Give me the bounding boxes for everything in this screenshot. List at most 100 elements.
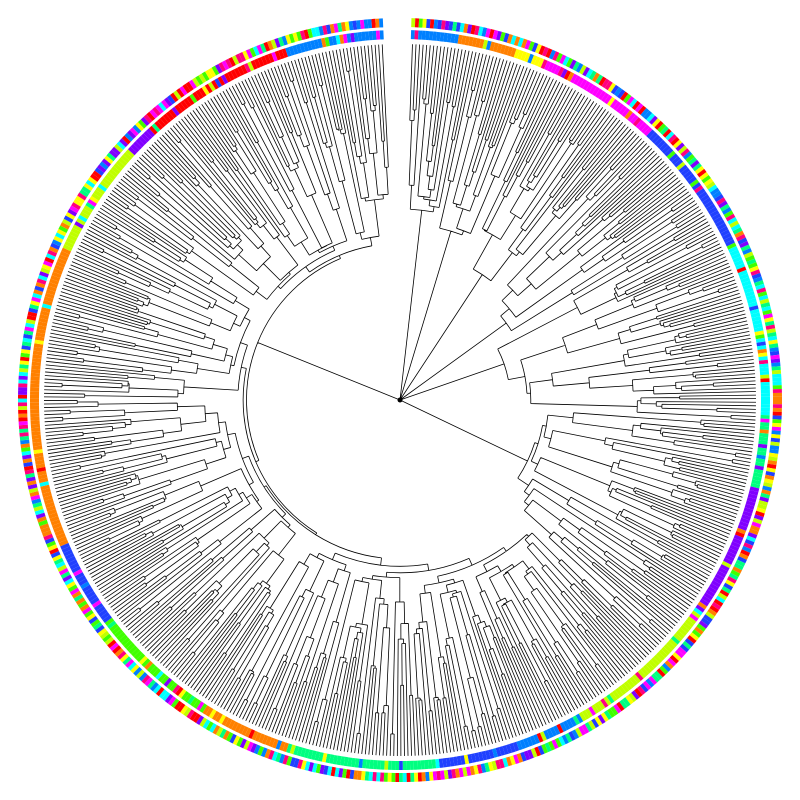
- outer-ring-cell: [56, 228, 67, 237]
- inner-ring-cell: [595, 88, 603, 99]
- inner-ring-cell: [64, 552, 75, 560]
- outer-ring-cell: [581, 724, 590, 734]
- inner-ring-cell: [42, 299, 53, 306]
- inner-ring-cell: [519, 739, 527, 750]
- inner-ring-cell: [755, 458, 766, 464]
- outer-ring-cell: [631, 100, 641, 111]
- outer-ring-cell: [667, 657, 677, 667]
- outer-ring-cell: [758, 294, 769, 301]
- outer-ring-cell: [544, 742, 552, 753]
- inner-ring-cell: [279, 741, 286, 751]
- outer-ring-cell: [155, 686, 165, 697]
- inner-ring-cell: [463, 754, 470, 765]
- outer-ring-cell: [29, 491, 40, 497]
- inner-ring-cell: [204, 83, 213, 94]
- outer-ring-cell: [149, 109, 159, 119]
- outer-ring-cell: [752, 517, 763, 525]
- inner-ring-cell: [133, 141, 143, 151]
- outer-ring-cell: [85, 179, 96, 188]
- inner-ring-cell: [643, 664, 652, 674]
- outer-ring-cell: [425, 771, 430, 782]
- inner-ring-cell: [67, 234, 78, 242]
- outer-ring-cell: [569, 59, 577, 70]
- outer-ring-cell: [682, 151, 693, 160]
- inner-ring-cell: [588, 706, 596, 716]
- outer-ring-cell: [90, 173, 100, 182]
- outer-ring-cell: [44, 256, 55, 264]
- inner-ring-cell: [758, 440, 768, 445]
- outer-ring-cell: [99, 630, 110, 640]
- outer-ring-cell: [752, 276, 763, 283]
- outer-ring-cell: [127, 661, 137, 671]
- inner-ring-cell: [254, 58, 261, 69]
- inner-ring-cell: [40, 310, 50, 317]
- inner-ring-cell: [654, 137, 664, 147]
- inner-ring-cell: [700, 194, 710, 203]
- inner-ring-cell: [464, 35, 470, 46]
- inner-ring-cell: [526, 736, 534, 747]
- outer-ring-cell: [296, 31, 303, 42]
- outer-ring-cell: [703, 178, 714, 187]
- inner-ring-cell: [757, 447, 767, 453]
- outer-ring-cell: [766, 463, 777, 469]
- inner-ring-cell: [275, 739, 283, 750]
- inner-ring-cell: [742, 510, 753, 517]
- inner-ring-cell: [747, 298, 757, 305]
- inner-ring-cell: [527, 53, 534, 64]
- outer-ring-cell: [92, 621, 103, 631]
- outer-ring-cell: [645, 678, 655, 688]
- outer-ring-cell: [352, 20, 358, 30]
- outer-ring-cell: [250, 743, 258, 753]
- outer-ring-cell: [718, 200, 728, 209]
- inner-ring-cell: [760, 378, 770, 383]
- outer-ring-cell: [229, 733, 237, 744]
- inner-ring-cell: [66, 555, 77, 564]
- outer-ring-cell: [462, 767, 468, 777]
- outer-ring-cell: [443, 769, 449, 780]
- outer-ring-cell: [719, 589, 730, 598]
- inner-ring-cell: [759, 363, 769, 368]
- outer-ring-cell: [622, 93, 632, 104]
- outer-ring-cell: [34, 509, 45, 516]
- outer-ring-cell: [102, 633, 112, 643]
- inner-ring-cell: [638, 122, 647, 132]
- inner-ring-cell: [40, 306, 51, 313]
- outer-ring-cell: [357, 770, 362, 780]
- outer-ring-cell: [57, 564, 67, 572]
- outer-ring-cell: [125, 658, 135, 668]
- inner-ring-cell: [711, 579, 721, 588]
- inner-ring-cell: [627, 112, 636, 122]
- outer-ring-cell: [669, 654, 679, 664]
- outer-ring-cell: [696, 623, 706, 632]
- outer-ring-cell: [772, 385, 782, 390]
- outer-ring-cell: [195, 75, 204, 86]
- outer-ring-cell: [689, 632, 699, 641]
- inner-ring-cell: [50, 275, 61, 282]
- outer-ring-cell: [610, 84, 620, 95]
- outer-ring-cell: [747, 262, 758, 269]
- outer-ring-cell: [97, 627, 107, 637]
- inner-ring-cell: [36, 328, 46, 334]
- inner-ring-cell: [274, 50, 282, 61]
- inner-ring-cell: [83, 205, 94, 213]
- inner-ring-cell: [755, 334, 765, 340]
- outer-ring-cell: [364, 771, 370, 781]
- inner-ring-cell: [632, 674, 641, 684]
- outer-ring-cell: [353, 770, 359, 780]
- inner-ring-cell: [30, 391, 40, 396]
- outer-ring-cell: [485, 28, 491, 38]
- inner-ring-cell: [248, 729, 256, 739]
- outer-ring-cell: [43, 260, 53, 268]
- inner-ring-cell: [546, 728, 554, 739]
- outer-ring-cell: [121, 135, 131, 145]
- outer-ring-cell: [225, 732, 234, 742]
- outer-ring-cell: [155, 104, 164, 114]
- outer-ring-cell: [35, 512, 46, 519]
- inner-ring-cell: [70, 227, 81, 236]
- outer-ring-cell: [107, 639, 117, 649]
- outer-ring-cell: [372, 772, 377, 782]
- outer-ring-cell: [659, 665, 669, 675]
- outer-ring-cell: [101, 158, 112, 168]
- outer-ring-cell: [764, 320, 775, 327]
- outer-ring-cell: [50, 242, 61, 250]
